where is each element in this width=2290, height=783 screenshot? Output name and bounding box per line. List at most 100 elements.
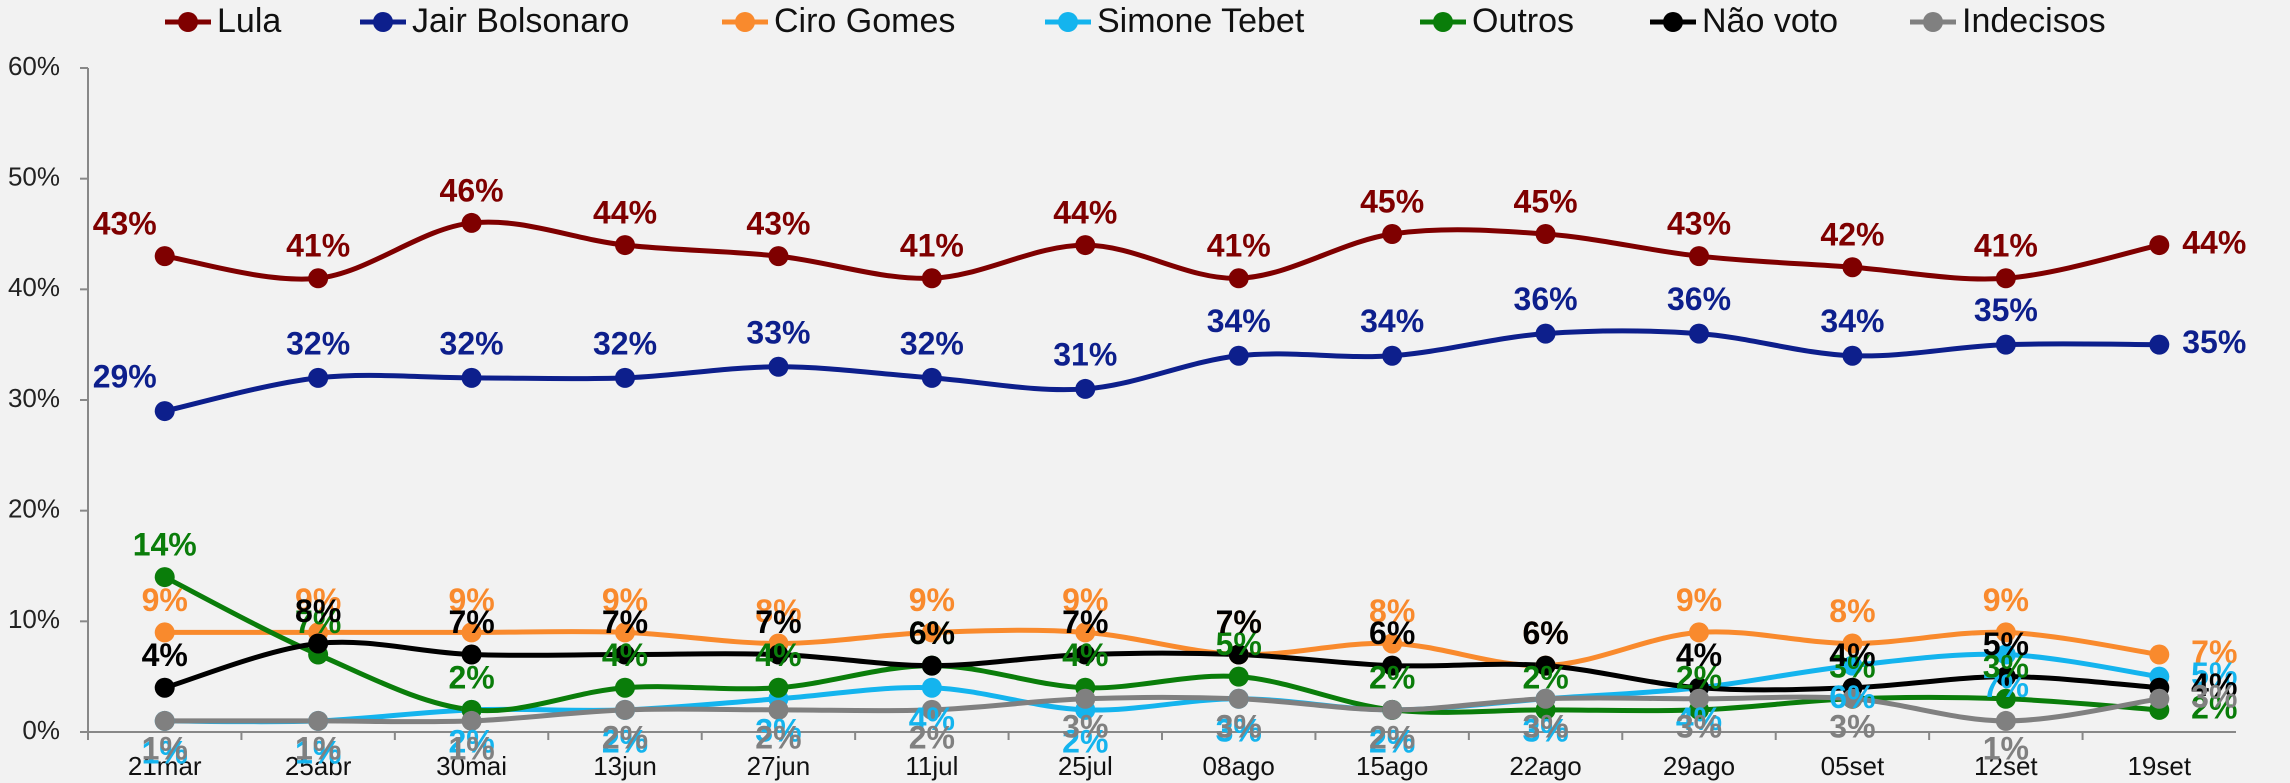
series-line xyxy=(164,627,2160,669)
data-label: 46% xyxy=(440,172,504,208)
data-label: 43% xyxy=(93,206,157,242)
data-point xyxy=(154,677,175,698)
data-label: 14% xyxy=(133,527,197,563)
x-tick-label: 15ago xyxy=(1356,751,1428,781)
data-point xyxy=(2149,334,2170,355)
legend-label: Jair Bolsonaro xyxy=(412,2,629,40)
data-point xyxy=(154,622,175,643)
data-label: 35% xyxy=(2182,324,2246,360)
data-label: 35% xyxy=(1974,292,2038,328)
x-tick-label: 11jul xyxy=(905,751,958,781)
data-point xyxy=(308,710,329,731)
data-label: 8% xyxy=(1829,593,1875,629)
data-label: 7% xyxy=(2191,634,2237,670)
data-label: 7% xyxy=(1216,604,1262,640)
data-point xyxy=(921,655,942,676)
data-point xyxy=(154,567,175,588)
data-point xyxy=(1228,345,1249,366)
data-point xyxy=(1842,345,1863,366)
y-tick-label: 30% xyxy=(8,383,60,413)
data-label: 4% xyxy=(1676,637,1722,673)
data-label: 6% xyxy=(1522,615,1568,651)
data-point xyxy=(461,367,482,388)
x-tick-label: 12set xyxy=(1974,751,2038,781)
data-label: 4% xyxy=(1062,637,1108,673)
data-label: 2% xyxy=(602,723,648,759)
legend-label: Outros xyxy=(1472,2,1574,40)
x-tick-label: 21mar xyxy=(128,751,202,781)
legend-label: Lula xyxy=(217,2,281,40)
data-label: 34% xyxy=(1360,303,1424,339)
data-label: 32% xyxy=(593,325,657,361)
x-tick-label: 25abr xyxy=(285,751,352,781)
data-label: 9% xyxy=(295,582,341,618)
data-label: 33% xyxy=(746,314,810,350)
data-label: 3% xyxy=(1983,648,2029,684)
data-label: 1% xyxy=(142,734,188,770)
data-point xyxy=(1689,688,1709,709)
data-point xyxy=(1075,688,1096,709)
data-point xyxy=(768,356,789,377)
data-point xyxy=(461,710,482,731)
x-tick-label: 19set xyxy=(2127,751,2191,781)
y-tick-label: 60% xyxy=(8,51,60,81)
legend-marker xyxy=(735,12,755,32)
data-label: 1% xyxy=(295,730,341,766)
data-point xyxy=(615,644,635,665)
data-label: 3% xyxy=(1522,712,1568,748)
data-label: 4% xyxy=(142,637,188,673)
data-point xyxy=(1075,622,1096,643)
data-label: 6% xyxy=(1522,615,1568,651)
data-label: 31% xyxy=(1053,336,1117,372)
y-tick-label: 10% xyxy=(8,604,60,634)
data-label: 2% xyxy=(1522,659,1568,695)
data-label: 2% xyxy=(448,723,494,759)
data-label: 41% xyxy=(286,228,350,264)
data-point xyxy=(1995,666,2016,687)
data-point xyxy=(768,644,789,665)
y-tick-label: 0% xyxy=(22,715,60,745)
data-point xyxy=(1842,688,1863,709)
data-label: 7% xyxy=(295,604,341,640)
data-label: 41% xyxy=(1974,228,2038,264)
data-label: 3% xyxy=(1216,712,1262,748)
data-point xyxy=(154,246,175,267)
data-label: 8% xyxy=(295,593,341,629)
data-label: 42% xyxy=(1820,217,1884,253)
data-point xyxy=(1228,644,1249,665)
data-point xyxy=(768,699,789,720)
data-label: 3% xyxy=(1676,708,1722,744)
x-tick-label: 08ago xyxy=(1203,751,1275,781)
data-point xyxy=(1228,688,1249,709)
legend-label: Simone Tebet xyxy=(1097,2,1305,40)
data-point xyxy=(461,644,482,665)
data-point xyxy=(615,699,635,720)
data-point xyxy=(1382,655,1403,676)
data-label: 9% xyxy=(1983,582,2029,618)
data-point xyxy=(1689,622,1709,643)
data-label: 4% xyxy=(755,637,801,673)
data-point xyxy=(921,268,942,289)
data-label: 2% xyxy=(448,659,494,695)
data-label: 9% xyxy=(448,582,494,618)
data-point xyxy=(1842,257,1863,278)
data-label: 7% xyxy=(755,604,801,640)
data-point xyxy=(1075,235,1096,256)
data-point xyxy=(1382,699,1403,720)
data-label: 36% xyxy=(1514,281,1578,317)
data-point xyxy=(1382,633,1403,654)
data-label: 3% xyxy=(755,712,801,748)
data-label: 9% xyxy=(142,582,188,618)
data-point xyxy=(921,367,942,388)
data-label: 2% xyxy=(2191,689,2237,725)
data-label: 6% xyxy=(909,615,955,651)
data-label: 5% xyxy=(2191,656,2237,692)
data-label: 7% xyxy=(1983,668,2029,704)
legend-label: Ciro Gomes xyxy=(774,2,955,40)
data-label: 7% xyxy=(448,604,494,640)
data-point xyxy=(615,677,635,698)
data-label: 45% xyxy=(1360,183,1424,219)
y-tick-label: 50% xyxy=(8,162,60,192)
data-label: 3% xyxy=(1522,708,1568,744)
